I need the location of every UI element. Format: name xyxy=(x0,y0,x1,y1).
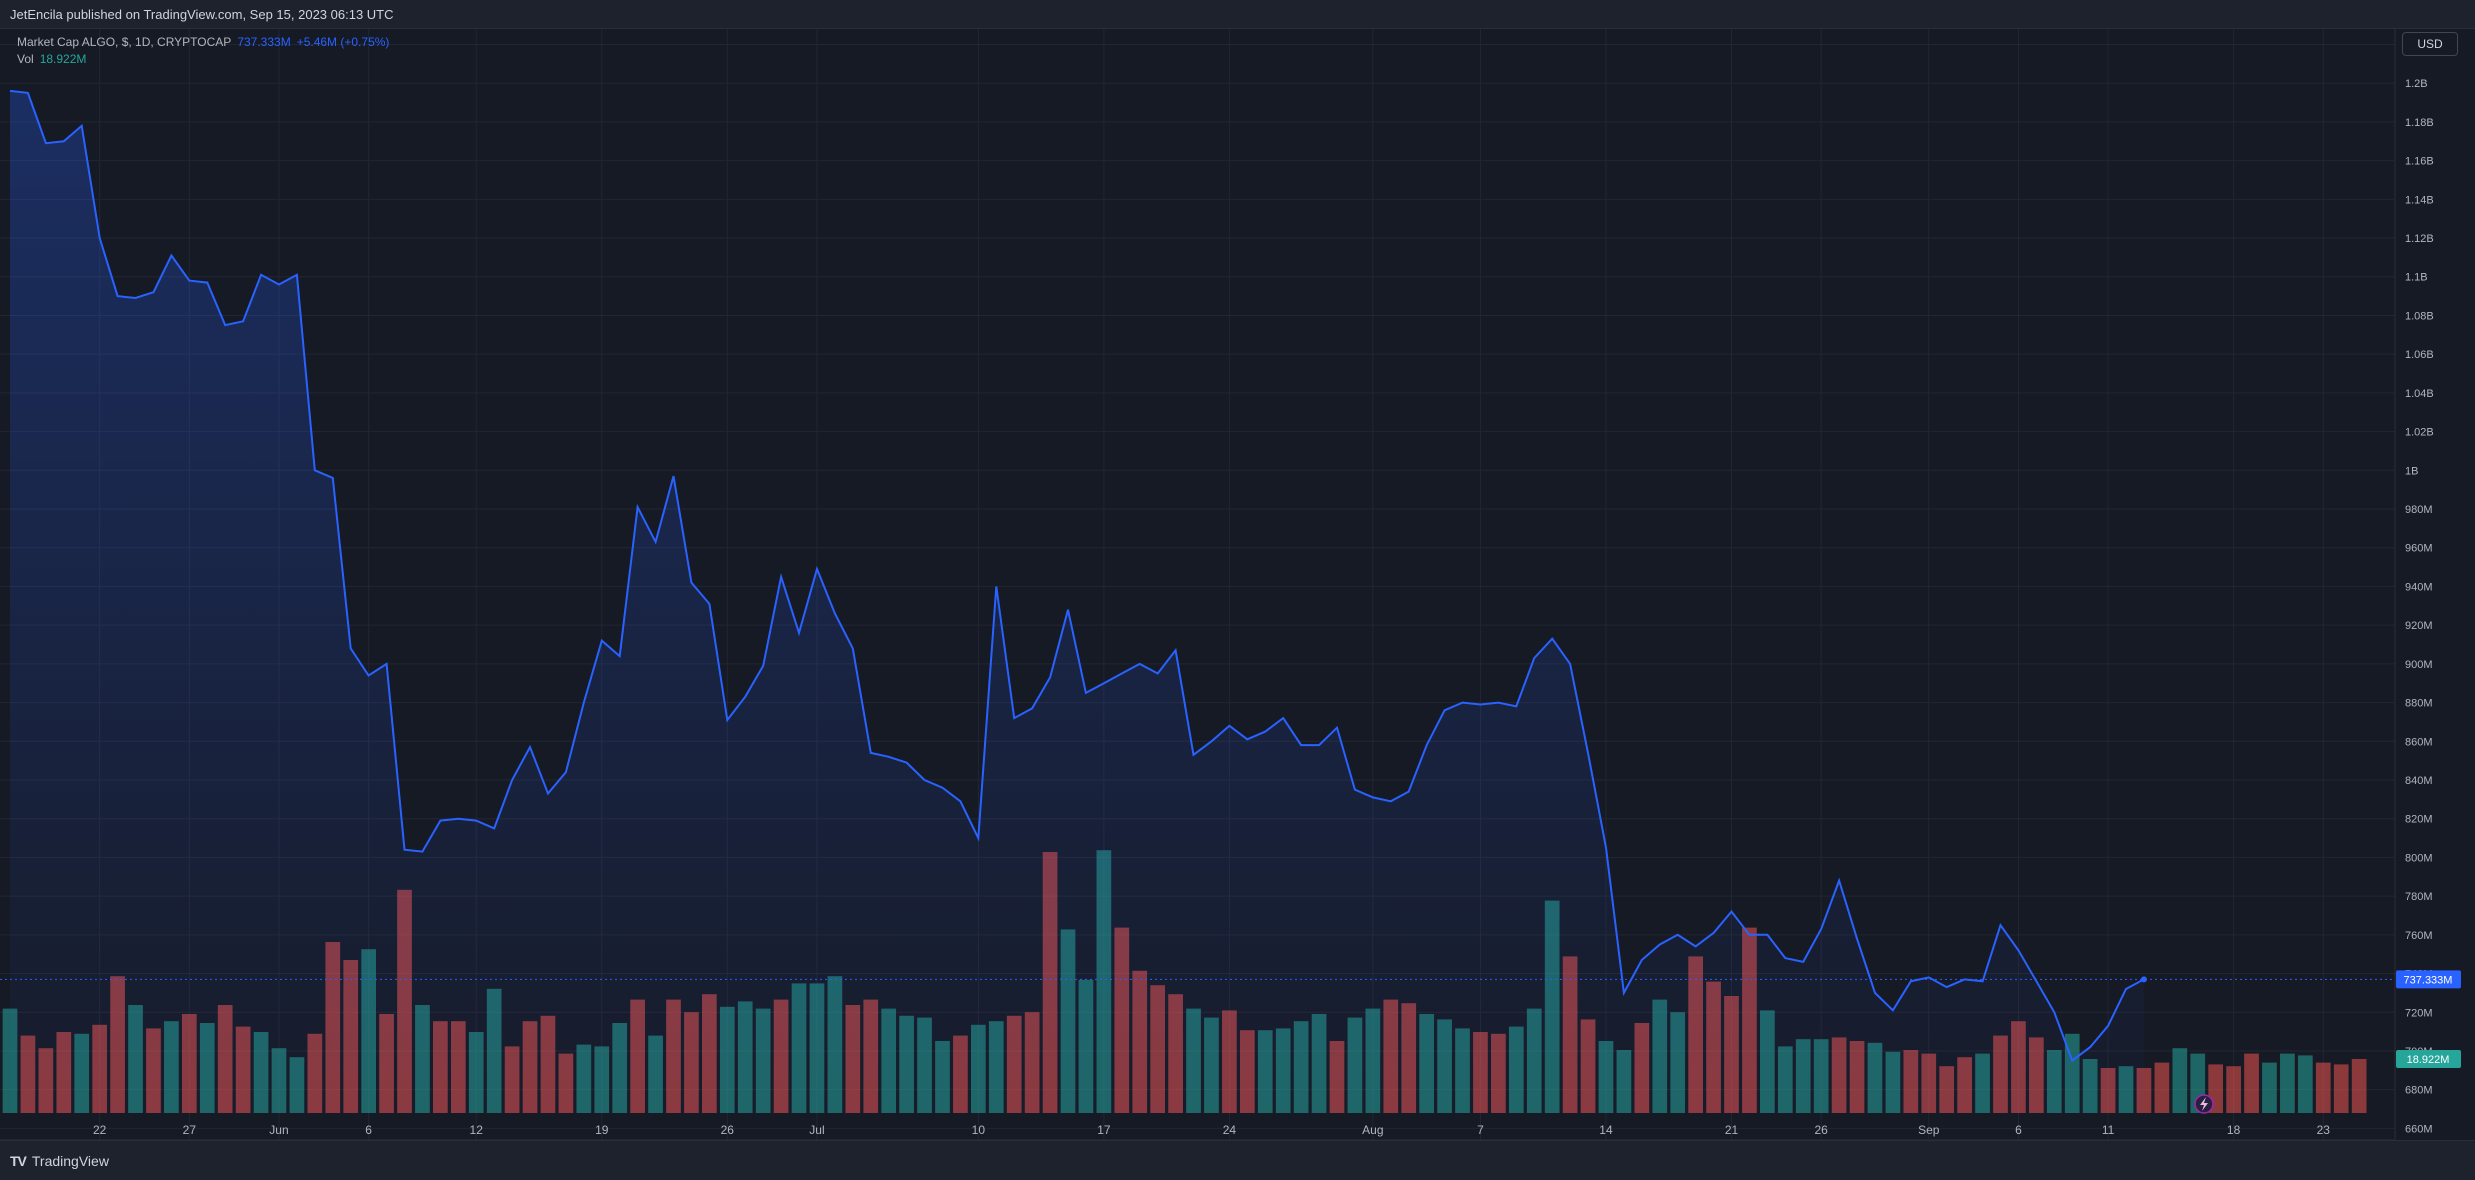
legend-symbol: Market Cap ALGO, $, 1D, CRYPTOCAP xyxy=(17,35,232,49)
x-tick-label: 22 xyxy=(93,1123,107,1137)
y-tick-label: 680M xyxy=(2405,1085,2433,1097)
x-tick-label: Jul xyxy=(809,1123,824,1137)
x-tick-label: Aug xyxy=(1362,1123,1383,1137)
legend-vol-label: Vol xyxy=(17,52,34,66)
y-tick-label: 940M xyxy=(2405,581,2433,593)
price-scale-labels: 737.333M 18.922M xyxy=(2396,970,2461,1068)
x-tick-label: 17 xyxy=(1097,1123,1111,1137)
tradingview-logo-icon: TV xyxy=(10,1153,27,1169)
volume-bar xyxy=(2154,1062,2170,1113)
volume-bar xyxy=(2262,1062,2277,1113)
y-tick-label: 1.04B xyxy=(2405,388,2434,400)
legend-change: +5.46M (+0.75%) xyxy=(296,35,390,49)
tradingview-name: TradingView xyxy=(31,1153,109,1169)
market-cap-line xyxy=(9,89,2145,1063)
last-volume-label: 18.922M xyxy=(2407,1054,2450,1066)
legend-volume: Vol 18.922M xyxy=(17,51,389,68)
market-cap-area xyxy=(10,90,2144,1113)
x-tick-label: 18 xyxy=(2227,1123,2241,1137)
volume-bar xyxy=(2226,1066,2241,1113)
x-tick-label: 24 xyxy=(1223,1123,1237,1137)
y-tick-label: 980M xyxy=(2405,504,2433,516)
volume-bar xyxy=(2280,1053,2295,1113)
x-tick-label: 6 xyxy=(365,1123,372,1137)
chart-legend: Market Cap ALGO, $, 1D, CRYPTOCAP 737.333… xyxy=(17,34,389,68)
last-price-label: 737.333M xyxy=(2404,974,2453,986)
y-tick-label: 860M xyxy=(2405,736,2433,748)
x-tick-label: 26 xyxy=(721,1123,735,1137)
y-tick-label: 1.18B xyxy=(2405,117,2434,129)
y-tick-label: 780M xyxy=(2405,891,2433,903)
currency-button[interactable]: USD xyxy=(2402,32,2458,56)
top-bar: JetEncila published on TradingView.com, … xyxy=(0,0,2475,29)
lightning-icon[interactable] xyxy=(2194,1094,2214,1114)
y-tick-label: 1.08B xyxy=(2405,310,2434,322)
x-tick-label: 12 xyxy=(470,1123,484,1137)
volume-bar xyxy=(2172,1048,2188,1113)
legend-value: 737.333M xyxy=(237,35,291,49)
published-info: JetEncila published on TradingView.com, … xyxy=(10,7,394,22)
x-tick-label: 23 xyxy=(2317,1123,2331,1137)
y-tick-label: 1.06B xyxy=(2405,349,2434,361)
x-tick-label: 10 xyxy=(972,1123,986,1137)
y-tick-label: 880M xyxy=(2405,698,2433,710)
legend-main: Market Cap ALGO, $, 1D, CRYPTOCAP 737.333… xyxy=(17,34,389,51)
last-price-dot xyxy=(2140,976,2147,983)
x-tick-label: Sep xyxy=(1918,1123,1940,1137)
x-tick-label: 11 xyxy=(2102,1123,2115,1137)
volume-bar xyxy=(2333,1064,2349,1113)
y-tick-label: 720M xyxy=(2405,1007,2433,1019)
bottom-bar: TV TradingView xyxy=(0,1140,2475,1180)
volume-bar xyxy=(2351,1059,2367,1113)
tradingview-brand[interactable]: TV TradingView xyxy=(10,1153,109,1169)
y-tick-label: 1.12B xyxy=(2405,233,2434,245)
y-tick-label: 900M xyxy=(2405,659,2433,671)
y-tick-label: 840M xyxy=(2405,775,2433,787)
y-tick-label: 960M xyxy=(2405,543,2433,555)
y-tick-label: 1.02B xyxy=(2405,427,2434,439)
y-tick-label: 760M xyxy=(2405,930,2433,942)
y-tick-label: 920M xyxy=(2405,620,2433,632)
legend-vol-value: 18.922M xyxy=(39,52,87,66)
y-tick-label: 800M xyxy=(2405,852,2433,864)
x-axis[interactable]: 22 27 Jun 6 12 19 26 Jul 10 17 24 Aug 7 14 21 26 Sep 6 11 1… xyxy=(93,1123,2330,1137)
y-tick-label: 820M xyxy=(2405,814,2433,826)
y-tick-label: 1.1B xyxy=(2405,272,2428,284)
volume-bar xyxy=(2315,1062,2331,1113)
x-tick-label: 14 xyxy=(1599,1123,1613,1137)
y-tick-label: 1B xyxy=(2405,465,2418,477)
last-volume-badge xyxy=(2396,1050,2461,1068)
x-tick-label: 7 xyxy=(1477,1123,1484,1137)
last-price-badge xyxy=(2396,970,2461,989)
y-tick-label: 1.16B xyxy=(2405,156,2434,168)
x-tick-label: 19 xyxy=(595,1123,609,1137)
volume-bar xyxy=(2297,1055,2313,1113)
x-tick-label: 27 xyxy=(183,1123,197,1137)
x-tick-label: Jun xyxy=(269,1123,288,1137)
x-tick-label: 21 xyxy=(1725,1123,1739,1137)
volume-bar xyxy=(2244,1053,2259,1113)
y-axis[interactable]: 1.22B1.2B1.18B1.16B1.14B1.12B1.1B1.08B1.… xyxy=(2405,39,2434,1135)
y-tick-label: 1.2B xyxy=(2405,78,2428,90)
y-tick-label: 1.14B xyxy=(2405,194,2434,206)
y-tick-label: 660M xyxy=(2405,1123,2433,1135)
x-tick-label: 6 xyxy=(2015,1123,2022,1137)
x-tick-label: 26 xyxy=(1814,1123,1828,1137)
